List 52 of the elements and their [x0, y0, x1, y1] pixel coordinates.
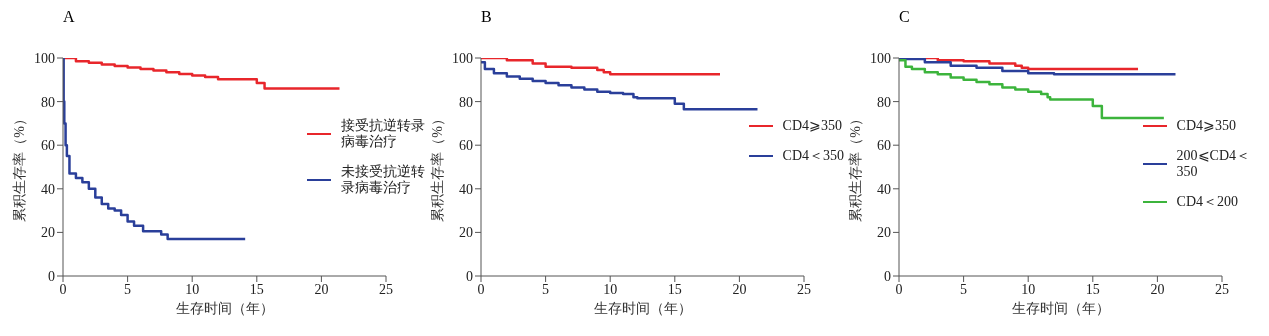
- y-tick-label: 60: [41, 138, 55, 154]
- x-tick-label: 25: [379, 281, 393, 297]
- legend-label: CD4⩾350: [1176, 118, 1237, 134]
- y-tick-label: 20: [877, 225, 891, 241]
- x-tick-label: 5: [542, 281, 550, 297]
- x-tick-label: 20: [1150, 281, 1165, 297]
- x-tick-label: 15: [1085, 281, 1100, 297]
- x-axis-title: 生存时间（年）: [174, 300, 275, 318]
- x-tick-label: 10: [1021, 281, 1036, 297]
- y-tick-label: 0: [466, 268, 473, 284]
- legend-label: 接受抗逆转录病毒治疗: [340, 118, 426, 150]
- legend-label: 未接受抗逆转录病毒治疗: [340, 164, 426, 196]
- x-tick-label: 20: [314, 281, 329, 297]
- y-axis-title: 累积生存率（%）: [11, 112, 28, 222]
- y-tick-label: 0: [48, 268, 55, 284]
- y-tick-label: 100: [870, 50, 891, 66]
- x-tick-label: 5: [124, 281, 132, 297]
- legend-label: 200⩽CD4＜350: [1176, 148, 1252, 180]
- y-tick-label: 40: [459, 181, 473, 197]
- chart-title: C: [899, 8, 910, 26]
- y-axis-title: 累积生存率（%）: [847, 112, 864, 222]
- y-tick-label: 20: [459, 225, 473, 241]
- x-tick-label: 0: [895, 281, 903, 297]
- y-tick-label: 60: [877, 138, 891, 154]
- x-tick-label: 25: [797, 281, 811, 297]
- chart-title: A: [63, 8, 75, 26]
- y-tick-label: 100: [452, 50, 473, 66]
- y-tick-label: 100: [34, 50, 55, 66]
- x-axis-title: 生存时间（年）: [592, 300, 693, 318]
- y-tick-label: 80: [41, 94, 55, 110]
- x-tick-label: 10: [185, 281, 200, 297]
- y-tick-label: 60: [459, 138, 473, 154]
- x-tick-label: 10: [603, 281, 618, 297]
- y-tick-label: 80: [877, 94, 891, 110]
- x-tick-label: 20: [732, 281, 747, 297]
- y-axis-title: 累积生存率（%）: [429, 112, 446, 222]
- y-tick-label: 40: [877, 181, 891, 197]
- y-tick-label: 0: [884, 268, 891, 284]
- x-tick-label: 15: [667, 281, 682, 297]
- x-tick-label: 25: [1215, 281, 1229, 297]
- chart-title: B: [481, 8, 492, 26]
- y-tick-label: 20: [41, 225, 55, 241]
- x-tick-label: 0: [59, 281, 67, 297]
- y-tick-label: 80: [459, 94, 473, 110]
- x-tick-label: 5: [960, 281, 968, 297]
- y-tick-label: 40: [41, 181, 55, 197]
- legend-label: CD4＜350: [782, 148, 844, 164]
- x-tick-label: 15: [249, 281, 264, 297]
- legend-label: CD4⩾350: [782, 118, 842, 134]
- legend-label: CD4＜200: [1176, 194, 1239, 210]
- x-axis-title: 生存时间（年）: [1010, 300, 1111, 318]
- x-tick-label: 0: [477, 281, 485, 297]
